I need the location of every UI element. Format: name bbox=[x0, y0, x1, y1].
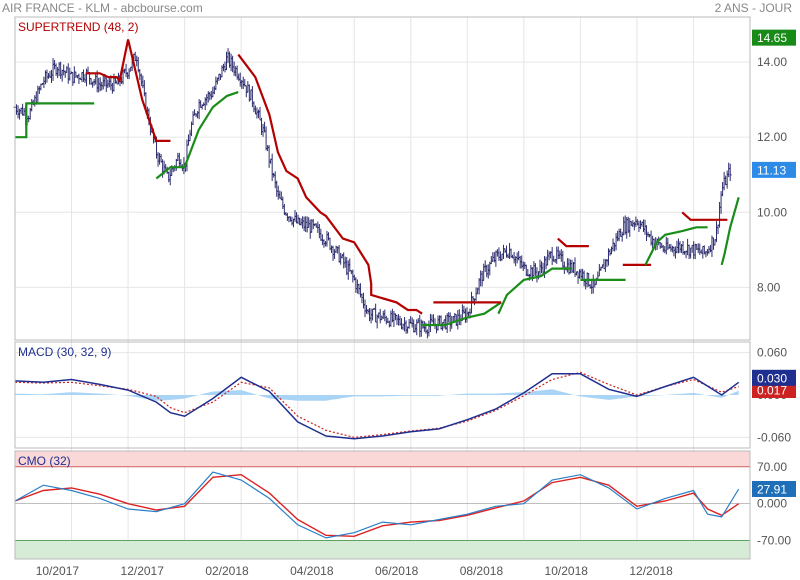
macd-signal-badge: 0.017 bbox=[757, 383, 787, 397]
macd-line bbox=[14, 373, 740, 440]
cmo-line bbox=[14, 471, 740, 539]
supertrend-down-line bbox=[85, 39, 171, 142]
x-tick-label: 08/2018 bbox=[460, 564, 504, 578]
x-tick-label: 10/2017 bbox=[36, 564, 80, 578]
x-tick-label: 12/2017 bbox=[121, 564, 165, 578]
supertrend-down-line bbox=[237, 53, 423, 315]
x-tick-label: 04/2018 bbox=[290, 564, 334, 578]
supertrend-up-line bbox=[720, 197, 740, 266]
cmo-panel-frame bbox=[14, 450, 751, 560]
y-tick-label: -0.060 bbox=[757, 430, 791, 444]
macd-panel-frame bbox=[14, 341, 751, 449]
y-tick-label: 0.060 bbox=[757, 346, 787, 360]
x-tick-label: 02/2018 bbox=[205, 564, 249, 578]
last-price-badge-bg bbox=[752, 161, 796, 178]
cmo-signal-line bbox=[14, 473, 740, 538]
overbought-zone bbox=[15, 451, 750, 467]
y-tick-label: 70.00 bbox=[757, 460, 787, 474]
x-tick-label: 06/2018 bbox=[375, 564, 419, 578]
price-panel-frame bbox=[14, 16, 751, 341]
supertrend-down-line bbox=[557, 237, 589, 248]
x-tick-label: 10/2018 bbox=[545, 564, 589, 578]
y-tick-label: 0.000 bbox=[757, 497, 787, 511]
last-price-badge: 11.13 bbox=[757, 163, 786, 177]
macd-value-badge: 0.030 bbox=[757, 371, 787, 385]
cmo-value-badge-bg bbox=[752, 480, 796, 497]
macd-signal-badge-bg bbox=[752, 381, 796, 398]
y-tick-label: 8.00 bbox=[757, 280, 781, 294]
supertrend-up-line bbox=[497, 267, 572, 315]
oversold-zone bbox=[15, 540, 750, 559]
level-badge-bg bbox=[752, 29, 796, 46]
y-tick-label: 10.00 bbox=[757, 205, 787, 219]
y-tick-label: 12.00 bbox=[757, 130, 787, 144]
x-tick-label: 12/2018 bbox=[629, 564, 673, 578]
cmo-value-badge: 27.91 bbox=[757, 482, 787, 496]
macd-value-badge-bg bbox=[752, 369, 796, 386]
macd-signal-line bbox=[14, 371, 739, 439]
y-tick-label: -70.00 bbox=[757, 534, 791, 548]
macd-histogram bbox=[15, 389, 739, 401]
supertrend-down-line bbox=[681, 211, 728, 221]
level-badge: 14.65 bbox=[757, 31, 787, 45]
period-label: 2 ANS - JOUR bbox=[714, 1, 792, 15]
supertrend-panel-title: SUPERTREND (48, 2) bbox=[18, 20, 139, 34]
supertrend-up-line bbox=[644, 226, 708, 266]
cmo-panel-title: CMO (32) bbox=[18, 454, 71, 468]
supertrend-up-line bbox=[15, 102, 95, 139]
supertrend-up-line bbox=[422, 301, 502, 327]
macd-panel-title: MACD (30, 32, 9) bbox=[18, 345, 112, 359]
chart-title: AIR FRANCE - KLM - abcbourse.com bbox=[2, 1, 203, 15]
supertrend-up-line bbox=[155, 91, 239, 180]
y-tick-label: 14.00 bbox=[757, 55, 787, 69]
